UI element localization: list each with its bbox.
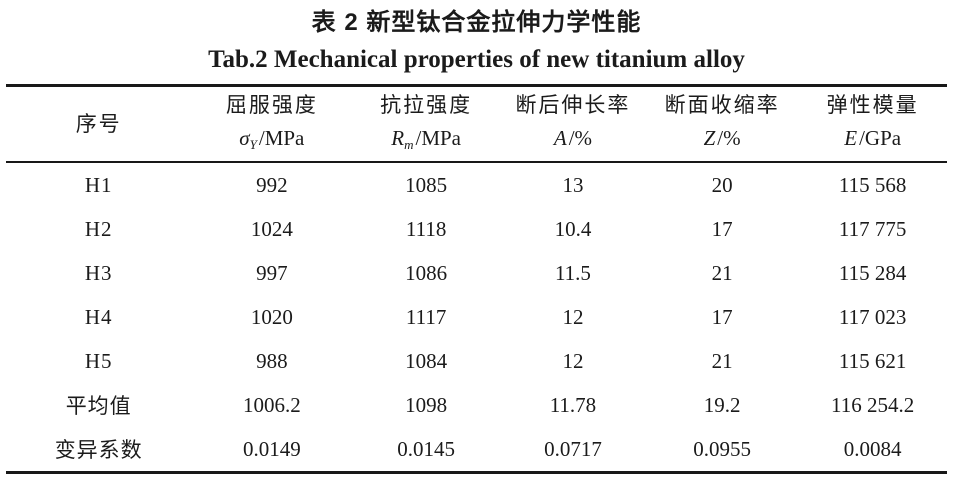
table-cell: 0.0149: [242, 436, 301, 461]
col-header-zh: 断面收缩率: [664, 92, 780, 117]
table-row: H4 1020 1117 12 17 117 023: [6, 295, 947, 339]
row-label: 平均值: [65, 394, 132, 418]
table-row: 变异系数 0.0149 0.0145 0.0717 0.0955 0.0084: [6, 427, 947, 473]
col-header-seq: 序号: [6, 85, 192, 163]
table-cell: 17: [711, 304, 733, 329]
col-symbol: σ: [239, 125, 250, 150]
table-cell: 1024: [250, 216, 293, 241]
table-cell: 117 775: [838, 216, 907, 241]
table-cell: 0.0145: [397, 436, 456, 461]
table-row: 平均值 1006.2 1098 11.78 19.2 116 254.2: [6, 383, 947, 427]
col-header-area-reduction: 断面收缩率 Z/%: [645, 85, 799, 163]
table-cell: 1086: [405, 260, 448, 285]
table-cell: 13: [562, 172, 584, 197]
col-header-elongation: 断后伸长率 A/%: [500, 85, 646, 163]
row-label: H4: [84, 304, 113, 329]
table-cell: 21: [711, 348, 733, 373]
table-cell: 11.5: [554, 260, 591, 285]
table-cell: 12: [562, 304, 584, 329]
table-row: H2 1024 1118 10.4 17 117 775: [6, 207, 947, 251]
col-header-elastic-modulus: 弹性模量 E/GPa: [798, 85, 947, 163]
table-cell: 992: [256, 172, 288, 197]
table-row: H3 997 1086 11.5 21 115 284: [6, 251, 947, 295]
table-cell: 1117: [405, 304, 447, 329]
col-header-zh: 屈服强度: [225, 92, 318, 117]
col-unit: /%: [717, 125, 741, 150]
row-label: H5: [84, 348, 113, 373]
table-cell: 0.0717: [544, 436, 602, 461]
table-cell: 115 568: [838, 172, 907, 197]
table-caption-zh: 表 2 新型钛合金拉伸力学性能: [311, 9, 642, 36]
properties-table: 序号 屈服强度 σY/MPa 抗拉强度 Rm/MPa 断后伸长率 A/% 断面收…: [6, 84, 947, 474]
table-cell: 115 621: [838, 348, 907, 373]
col-unit: /%: [568, 125, 593, 150]
table-cell: 12: [562, 348, 584, 373]
row-label: 变异系数: [54, 438, 143, 462]
table-cell: 20: [711, 172, 733, 197]
col-header-symbol-line: Z/%: [646, 122, 798, 161]
col-symbol: Z: [703, 125, 716, 150]
table-cell: 21: [711, 260, 733, 285]
col-header-symbol-line: Rm/MPa: [352, 122, 500, 161]
table-cell: 117 023: [838, 304, 907, 329]
table-cell: 19.2: [703, 392, 741, 417]
row-label: H2: [84, 216, 113, 241]
col-symbol: A: [553, 125, 567, 150]
table-row: H5 988 1084 12 21 115 621: [6, 339, 947, 383]
row-label: H3: [84, 260, 113, 285]
col-header-yield-strength: 屈服强度 σY/MPa: [191, 85, 353, 163]
col-header-tensile-strength: 抗拉强度 Rm/MPa: [352, 85, 501, 163]
header-row: 序号 屈服强度 σY/MPa 抗拉强度 Rm/MPa 断后伸长率 A/% 断面收…: [6, 85, 947, 163]
table-cell: 997: [256, 260, 288, 285]
table-cell: 0.0955: [693, 436, 751, 461]
col-unit: /MPa: [415, 125, 462, 150]
table-cell: 988: [256, 348, 288, 373]
table-row: H1 992 1085 13 20 115 568: [6, 162, 947, 207]
col-header-zh: 抗拉强度: [380, 92, 473, 117]
table-cell: 1084: [405, 348, 448, 373]
col-symbol: E: [844, 125, 858, 150]
row-label: H1: [84, 172, 113, 197]
table-cell: 1020: [250, 304, 293, 329]
table-caption-en: Tab.2 Mechanical properties of new titan…: [208, 46, 745, 73]
col-header-symbol-line: E/GPa: [798, 122, 947, 161]
col-header-symbol-line: A/%: [500, 122, 646, 161]
table-cell: 1098: [405, 392, 448, 417]
col-header-symbol-line: σY/MPa: [191, 122, 352, 161]
col-unit: /MPa: [258, 125, 305, 150]
col-symbol: R: [391, 125, 405, 150]
table-cell: 10.4: [554, 216, 592, 241]
col-unit: /GPa: [859, 125, 902, 150]
col-header-zh: 序号: [75, 112, 122, 136]
table-cell: 11.78: [549, 392, 597, 417]
table-cell: 0.0084: [843, 436, 902, 461]
table-cell: 17: [711, 216, 733, 241]
col-symbol-sub: Y: [249, 136, 257, 152]
table-cell: 1085: [405, 172, 448, 197]
table-cell: 116 254.2: [831, 392, 915, 417]
col-header-zh: 弹性模量: [826, 92, 919, 117]
table-cell: 1006.2: [242, 392, 301, 417]
table-cell: 1118: [405, 216, 447, 241]
table-cell: 115 284: [838, 260, 907, 285]
col-header-zh: 断后伸长率: [515, 92, 631, 117]
col-symbol-sub: m: [404, 136, 414, 152]
